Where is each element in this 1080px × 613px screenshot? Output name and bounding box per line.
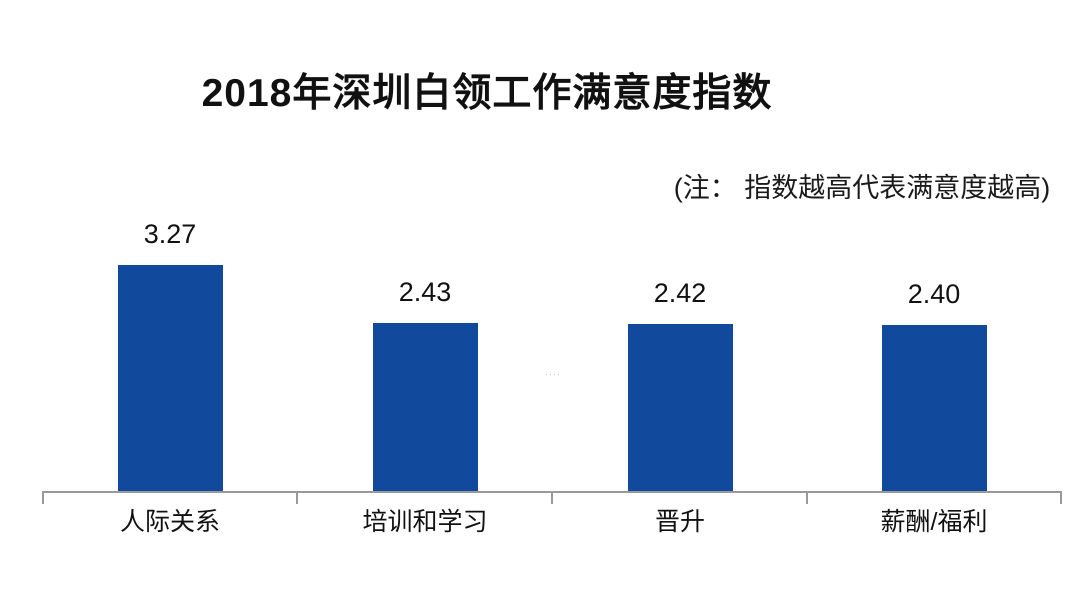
bar-value-label: 2.40 xyxy=(907,279,961,309)
x-axis-tick xyxy=(42,491,44,504)
bar xyxy=(117,265,223,492)
watermark-dots: ···· xyxy=(545,369,561,379)
bar xyxy=(881,325,987,492)
x-axis-tick xyxy=(1060,491,1062,504)
chart-title: 2018年深圳白领工作满意度指数 xyxy=(201,72,773,115)
category-label: 晋升 xyxy=(654,508,706,536)
bar-value-label: 3.27 xyxy=(143,219,197,249)
bar xyxy=(372,323,478,492)
chart-note: (注： 指数越高代表满意度越高) xyxy=(673,173,1051,203)
x-axis-tick xyxy=(806,491,808,504)
x-axis-tick xyxy=(551,491,553,504)
bar-value-label: 2.42 xyxy=(653,278,707,308)
category-label: 人际关系 xyxy=(119,508,221,536)
category-label: 薪酬/福利 xyxy=(880,508,988,536)
x-axis-tick xyxy=(296,491,298,504)
category-label: 培训和学习 xyxy=(362,508,488,536)
bar-value-label: 2.43 xyxy=(398,277,452,307)
bar xyxy=(627,324,733,492)
